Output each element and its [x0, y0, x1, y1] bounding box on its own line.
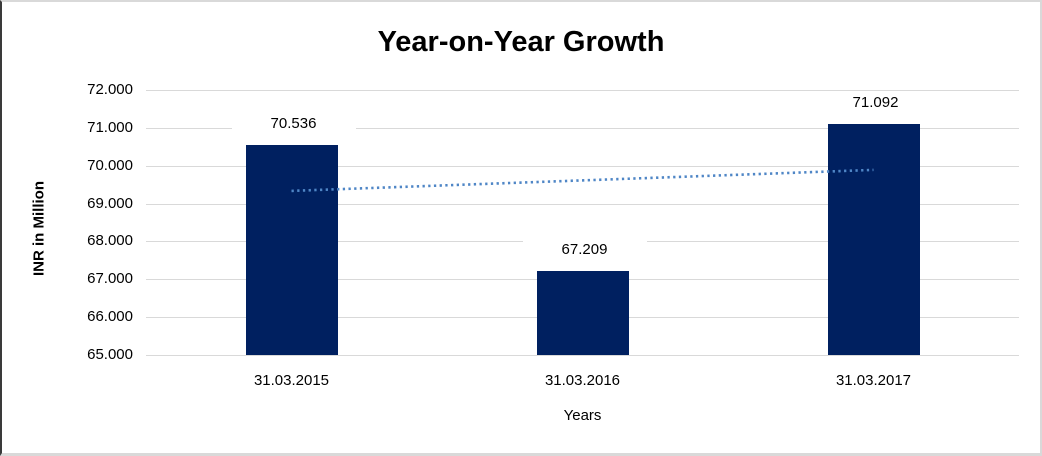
gridline	[146, 90, 1019, 91]
x-tick-label: 31.03.2015	[253, 372, 330, 389]
y-tick-label: 69.000	[87, 194, 133, 212]
bar-value-label: 67.209	[522, 241, 647, 259]
trendline	[291, 168, 874, 193]
x-axis-title: Years	[563, 407, 602, 424]
y-tick-label: 67.000	[87, 270, 133, 288]
gridline	[146, 355, 1019, 356]
bar	[536, 271, 629, 355]
bar-value-label: 70.536	[231, 115, 356, 133]
y-tick-label: 68.000	[87, 232, 133, 250]
y-tick-label: 66.000	[87, 308, 133, 326]
y-tick-label: 70.000	[87, 156, 133, 174]
bar	[245, 145, 338, 355]
gridline	[146, 203, 1019, 205]
gridline	[146, 127, 1019, 129]
gridline	[146, 165, 1019, 167]
chart-title: Year-on-Year Growth	[377, 26, 665, 58]
bar-value-label: 71.092	[813, 94, 938, 112]
y-tick-label: 72.000	[87, 81, 133, 98]
y-tick-label: 71.000	[87, 118, 133, 136]
x-tick-label: 31.03.2017	[835, 372, 912, 389]
x-tick-label: 31.03.2016	[544, 372, 621, 389]
y-tick-label: 65.000	[87, 346, 133, 363]
bar	[827, 124, 920, 355]
